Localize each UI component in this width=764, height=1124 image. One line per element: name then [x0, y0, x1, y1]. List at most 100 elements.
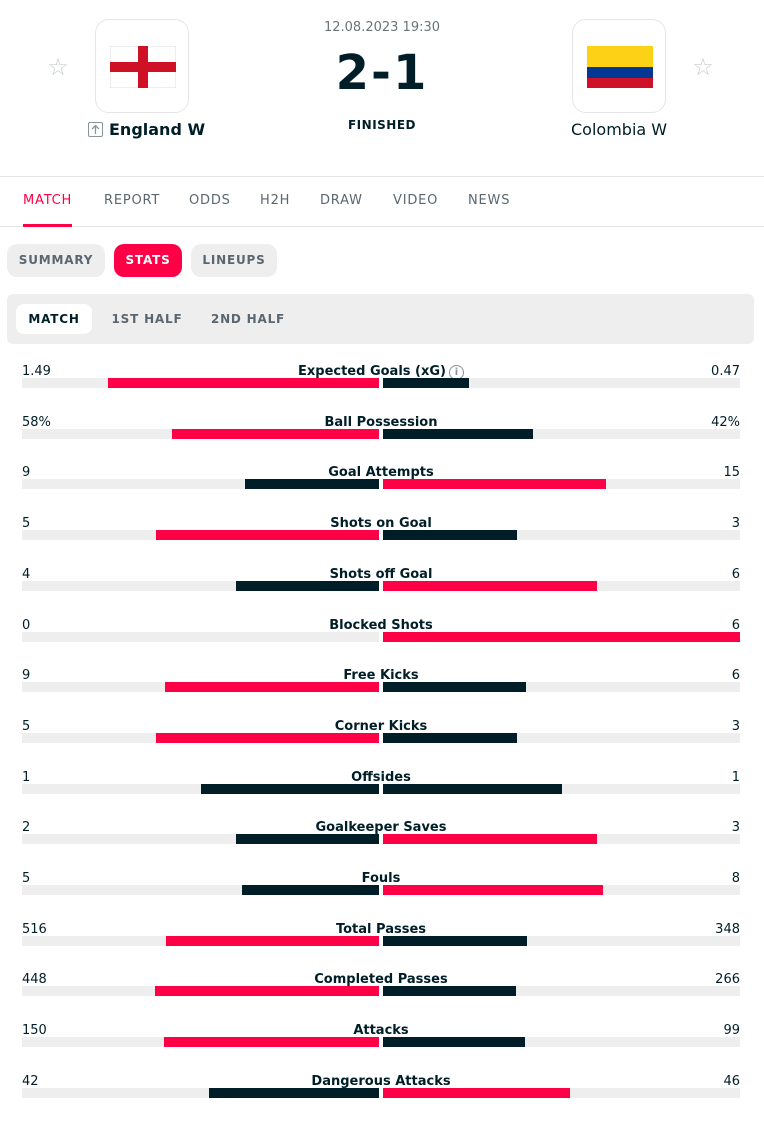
stat-away-value: 348 [715, 922, 740, 937]
stat-home-bar-track [22, 936, 379, 946]
period-tab-1st-half[interactable]: 1ST HALF [111, 312, 183, 326]
stat-home-bar [245, 479, 379, 489]
stat-away-bar [383, 682, 526, 692]
stat-away-bar [383, 581, 598, 591]
stat-away-bar-track [383, 632, 740, 642]
stat-home-bar-track [22, 429, 379, 439]
stat-row: 448 Completed Passes 266 [22, 971, 740, 1021]
stat-away-value: 15 [723, 465, 740, 480]
favorite-away-star-icon[interactable]: ☆ [692, 53, 714, 81]
away-team-logo[interactable] [572, 19, 666, 113]
tab-match[interactable]: MATCH [23, 193, 73, 208]
stat-label: Dangerous Attacks [22, 1073, 740, 1091]
stat-home-value: 5 [22, 871, 31, 886]
tab-video[interactable]: VIDEO [393, 193, 439, 208]
tab-h2h[interactable]: H2H [260, 193, 291, 208]
match-status: FINISHED [347, 118, 416, 132]
stat-label-text: Attacks [353, 1023, 409, 1038]
stat-home-bar-track [22, 784, 379, 794]
stat-home-bar [155, 530, 379, 540]
stat-row: 0 Blocked Shots 6 [22, 617, 740, 667]
stat-home-bar-track [22, 1088, 379, 1098]
stat-label-text: Goal Attempts [328, 465, 434, 480]
stat-label-text: Total Passes [335, 922, 427, 937]
stat-label: Attacks [22, 1022, 740, 1040]
stat-label-text: Expected Goals (xG) [298, 364, 446, 379]
stat-home-bar [241, 885, 379, 895]
tab-odds[interactable]: ODDS [189, 193, 231, 208]
stat-label-text: Shots on Goal [330, 516, 432, 531]
stat-away-bar-track [383, 885, 740, 895]
stat-row: 5 Shots on Goal 3 [22, 515, 740, 565]
away-team-name[interactable]: Colombia W [571, 120, 668, 139]
stat-away-bar-track [383, 1037, 740, 1047]
home-team-logo[interactable] [95, 19, 189, 113]
stat-away-value: 46 [723, 1074, 740, 1089]
favorite-home-star-icon[interactable]: ☆ [47, 53, 69, 81]
stat-home-value: 58% [22, 415, 51, 430]
match-header: ☆ England W 12.08.2023 19:30 2-1 FINISHE… [0, 0, 764, 177]
tab-news[interactable]: NEWS [468, 193, 511, 208]
stat-away-bar-track [383, 682, 740, 692]
stat-home-bar [164, 682, 379, 692]
stat-away-value: 1 [731, 770, 740, 785]
stat-away-bar [383, 429, 533, 439]
stat-label-text: Offsides [351, 770, 411, 785]
stat-home-bar-track [22, 986, 379, 996]
stat-row: 5 Fouls 8 [22, 870, 740, 920]
stat-away-bar-track [383, 784, 740, 794]
arrow-up-icon [88, 122, 103, 137]
stat-row: 58% Ball Possession 42% [22, 414, 740, 464]
stat-label: Blocked Shots [22, 617, 740, 635]
stat-home-bar [208, 1088, 379, 1098]
stat-label: Completed Passes [22, 971, 740, 989]
match-datetime: 12.08.2023 19:30 [323, 20, 441, 35]
stat-label-text: Blocked Shots [329, 618, 433, 633]
subtab-summary[interactable]: SUMMARY [7, 244, 105, 277]
stat-label: Free Kicks [22, 667, 740, 685]
stat-home-value: 42 [22, 1074, 39, 1089]
england-flag-icon [110, 46, 176, 88]
stat-home-bar [236, 834, 379, 844]
subtab-stats[interactable]: STATS [114, 244, 182, 277]
stat-row: 42 Dangerous Attacks 46 [22, 1073, 740, 1123]
stat-away-bar [383, 784, 562, 794]
period-tabs: MATCH 1ST HALF 2ND HALF [7, 294, 754, 344]
stat-home-bar [163, 1037, 379, 1047]
stat-row: 9 Free Kicks 6 [22, 667, 740, 717]
stat-away-bar-track [383, 733, 740, 743]
stat-away-value: 6 [731, 567, 740, 582]
tab-draw[interactable]: DRAW [320, 193, 363, 208]
stat-row: 4 Shots off Goal 6 [22, 566, 740, 616]
stat-away-bar [383, 885, 603, 895]
stat-away-value: 6 [731, 668, 740, 683]
stat-home-value: 9 [22, 668, 31, 683]
home-team-name[interactable]: England W [88, 119, 205, 141]
stat-label: Shots off Goal [22, 566, 740, 584]
stat-away-bar-track [383, 936, 740, 946]
stat-away-bar-track [383, 429, 740, 439]
stat-away-bar-track [383, 530, 740, 540]
main-tabs: MATCH REPORT ODDS H2H DRAW VIDEO NEWS [0, 177, 764, 227]
period-tab-2nd-half[interactable]: 2ND HALF [210, 312, 286, 326]
stat-away-bar [383, 936, 527, 946]
stat-away-bar [383, 479, 607, 489]
stat-home-bar-track [22, 682, 379, 692]
stat-away-value: 99 [723, 1023, 740, 1038]
stat-away-bar [383, 1088, 570, 1098]
stat-away-bar-track [383, 834, 740, 844]
stat-label: Shots on Goal [22, 515, 740, 533]
stat-label: Goalkeeper Saves [22, 819, 740, 837]
tab-report[interactable]: REPORT [104, 193, 161, 208]
stat-away-value: 266 [715, 972, 740, 987]
stat-home-value: 448 [22, 972, 47, 987]
stat-away-bar-track [383, 479, 740, 489]
stat-label: Corner Kicks [22, 718, 740, 736]
stat-label: Goal Attempts [22, 464, 740, 482]
subtab-lineups[interactable]: LINEUPS [191, 244, 277, 277]
stat-away-bar [383, 632, 740, 642]
period-tab-match[interactable]: MATCH [16, 304, 92, 334]
stat-away-bar [383, 1037, 525, 1047]
stat-home-bar-track [22, 479, 379, 489]
stat-row: 1 Offsides 1 [22, 769, 740, 819]
